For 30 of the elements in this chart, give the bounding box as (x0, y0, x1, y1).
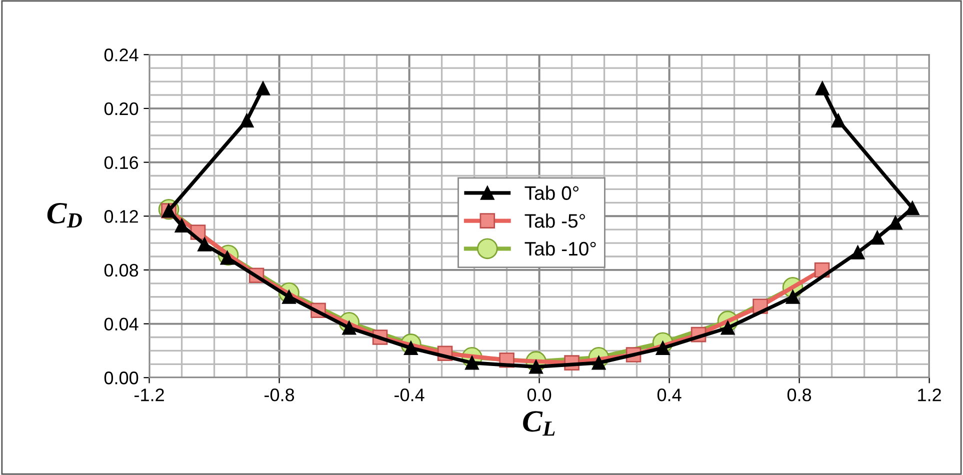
y-tick-label: 0.20 (104, 102, 138, 116)
legend-label: Tab 0° (524, 186, 579, 200)
point (888, 216, 902, 230)
y-tick-label: 0.08 (104, 264, 138, 277)
x-tick-label: 0.8 (787, 388, 812, 402)
y-tick-label: 0.24 (104, 48, 138, 62)
point (240, 114, 254, 128)
legend-label: Tab -5° (524, 214, 585, 228)
point (850, 246, 865, 260)
point (174, 218, 189, 232)
x-tick-label: -0.8 (264, 388, 294, 402)
x-tick-label: 0.0 (527, 388, 552, 402)
point (198, 237, 212, 252)
y-tick-label: 0.16 (104, 156, 138, 170)
legend-label: Tab -10° (524, 241, 596, 256)
x-tick-label: 0.4 (657, 388, 682, 402)
point (256, 81, 270, 96)
x-tick-label: 1.2 (918, 388, 941, 402)
y-axis-title: C$_{D}$ (47, 203, 82, 228)
point (786, 290, 800, 304)
y-tick-label: 0.12 (104, 210, 138, 223)
point (870, 230, 884, 245)
y-tick-label: 0.00 (104, 372, 138, 384)
x-tick-label: -0.4 (394, 388, 424, 402)
point (905, 201, 920, 215)
x-axis-title: C$_{L}$ (523, 411, 555, 436)
x-tick-label: -1.2 (134, 388, 164, 402)
point (831, 114, 846, 128)
point (815, 81, 830, 96)
y-tick-label: 0.04 (104, 318, 138, 331)
